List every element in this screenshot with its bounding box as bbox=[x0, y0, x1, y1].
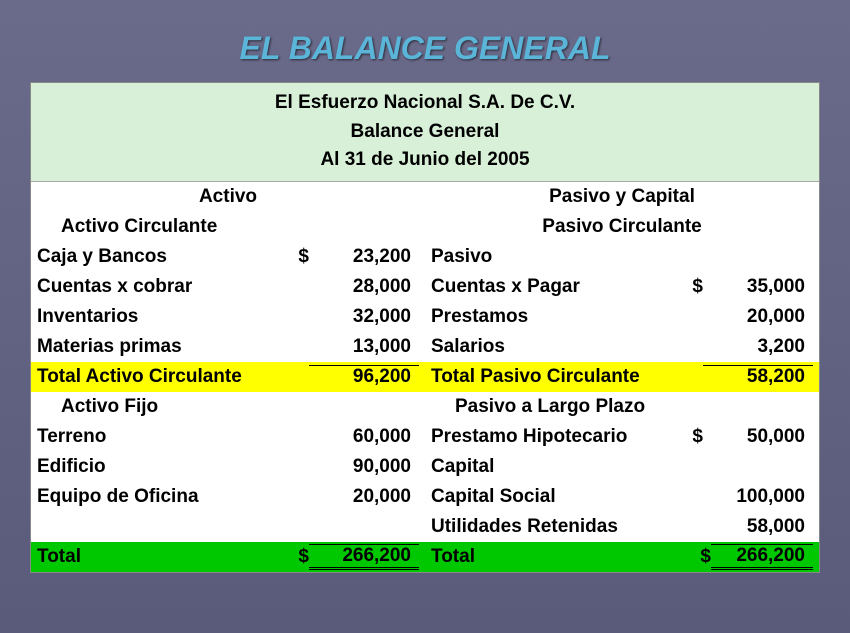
table-row: Utilidades Retenidas 58,000 bbox=[425, 512, 819, 542]
table-row: Capital Social 100,000 bbox=[425, 482, 819, 512]
item-value: 35,000 bbox=[703, 276, 813, 298]
currency-symbol: $ bbox=[675, 426, 703, 448]
item-label: Edificio bbox=[37, 456, 281, 478]
item-label: Salarios bbox=[431, 336, 675, 358]
pasivo-circulante-heading: Pasivo Circulante bbox=[431, 216, 813, 238]
item-value: 20,000 bbox=[309, 486, 419, 508]
total-label: Total bbox=[37, 546, 281, 568]
sheet-header: El Esfuerzo Nacional S.A. De C.V. Balanc… bbox=[31, 83, 819, 182]
table-row: Equipo de Oficina 20,000 bbox=[31, 482, 425, 512]
activo-heading: Activo bbox=[37, 186, 419, 208]
total-label: Total Pasivo Circulante bbox=[431, 366, 675, 388]
item-value: 60,000 bbox=[309, 426, 419, 448]
total-value: 58,200 bbox=[703, 365, 813, 388]
item-label: Terreno bbox=[37, 426, 281, 448]
item-label: Equipo de Oficina bbox=[37, 486, 281, 508]
pasivo-column: Pasivo y Capital Pasivo Circulante Pasiv… bbox=[425, 182, 819, 572]
table-row: Materias primas 13,000 bbox=[31, 332, 425, 362]
item-value: 28,000 bbox=[309, 276, 419, 298]
table-row: Inventarios 32,000 bbox=[31, 302, 425, 332]
currency-symbol: $ bbox=[683, 546, 711, 568]
item-value: 90,000 bbox=[309, 456, 419, 478]
company-name: El Esfuerzo Nacional S.A. De C.V. bbox=[31, 89, 819, 118]
total-label: Total bbox=[431, 546, 683, 568]
currency-symbol: $ bbox=[281, 246, 309, 268]
total-value: 266,200 bbox=[711, 544, 813, 570]
item-value: 32,000 bbox=[309, 306, 419, 328]
item-value: 23,200 bbox=[309, 246, 419, 268]
item-value: 3,200 bbox=[703, 336, 813, 358]
table-row: Salarios 3,200 bbox=[425, 332, 819, 362]
currency-symbol: $ bbox=[675, 276, 703, 298]
table-row: Terreno 60,000 bbox=[31, 422, 425, 452]
sheet-body: Activo Activo Circulante Caja y Bancos $… bbox=[31, 182, 819, 572]
total-label: Total Activo Circulante bbox=[37, 366, 281, 388]
item-label: Inventarios bbox=[37, 306, 281, 328]
capital-heading: Capital bbox=[431, 456, 813, 478]
table-row: Cuentas x cobrar 28,000 bbox=[31, 272, 425, 302]
report-name: Balance General bbox=[31, 118, 819, 147]
item-value: 50,000 bbox=[703, 426, 813, 448]
table-row: Prestamos 20,000 bbox=[425, 302, 819, 332]
item-label: Materias primas bbox=[37, 336, 281, 358]
item-value: 13,000 bbox=[309, 336, 419, 358]
table-row: Prestamo Hipotecario $ 50,000 bbox=[425, 422, 819, 452]
table-row: Edificio 90,000 bbox=[31, 452, 425, 482]
balance-sheet: El Esfuerzo Nacional S.A. De C.V. Balanc… bbox=[30, 82, 820, 573]
item-value: 20,000 bbox=[703, 306, 813, 328]
item-label: Cuentas x Pagar bbox=[431, 276, 675, 298]
item-label: Capital Social bbox=[431, 486, 675, 508]
item-label: Prestamo Hipotecario bbox=[431, 426, 675, 448]
table-row: Cuentas x Pagar $ 35,000 bbox=[425, 272, 819, 302]
activo-fijo-heading: Activo Fijo bbox=[61, 396, 419, 418]
item-label: Caja y Bancos bbox=[37, 246, 281, 268]
report-date: Al 31 de Junio del 2005 bbox=[31, 146, 819, 175]
total-value: 96,200 bbox=[309, 365, 419, 388]
pasivo-group-label: Pasivo bbox=[431, 246, 813, 268]
item-label: Prestamos bbox=[431, 306, 675, 328]
main-title: EL BALANCE GENERAL bbox=[30, 30, 820, 67]
activo-circulante-heading: Activo Circulante bbox=[61, 216, 419, 238]
total-activo-row: Total $ 266,200 bbox=[31, 542, 425, 572]
item-value: 58,000 bbox=[703, 516, 813, 538]
total-activo-circulante-row: Total Activo Circulante 96,200 bbox=[31, 362, 425, 392]
item-value: 100,000 bbox=[703, 486, 813, 508]
pasivo-largo-plazo-heading: Pasivo a Largo Plazo bbox=[455, 396, 813, 418]
spacer-row bbox=[31, 512, 425, 542]
currency-symbol: $ bbox=[281, 546, 309, 568]
total-value: 266,200 bbox=[309, 544, 419, 570]
item-label: Utilidades Retenidas bbox=[431, 516, 675, 538]
pasivo-heading: Pasivo y Capital bbox=[431, 186, 813, 208]
table-row: Caja y Bancos $ 23,200 bbox=[31, 242, 425, 272]
total-pasivo-row: Total $ 266,200 bbox=[425, 542, 819, 572]
item-label: Cuentas x cobrar bbox=[37, 276, 281, 298]
activo-column: Activo Activo Circulante Caja y Bancos $… bbox=[31, 182, 425, 572]
total-pasivo-circulante-row: Total Pasivo Circulante 58,200 bbox=[425, 362, 819, 392]
